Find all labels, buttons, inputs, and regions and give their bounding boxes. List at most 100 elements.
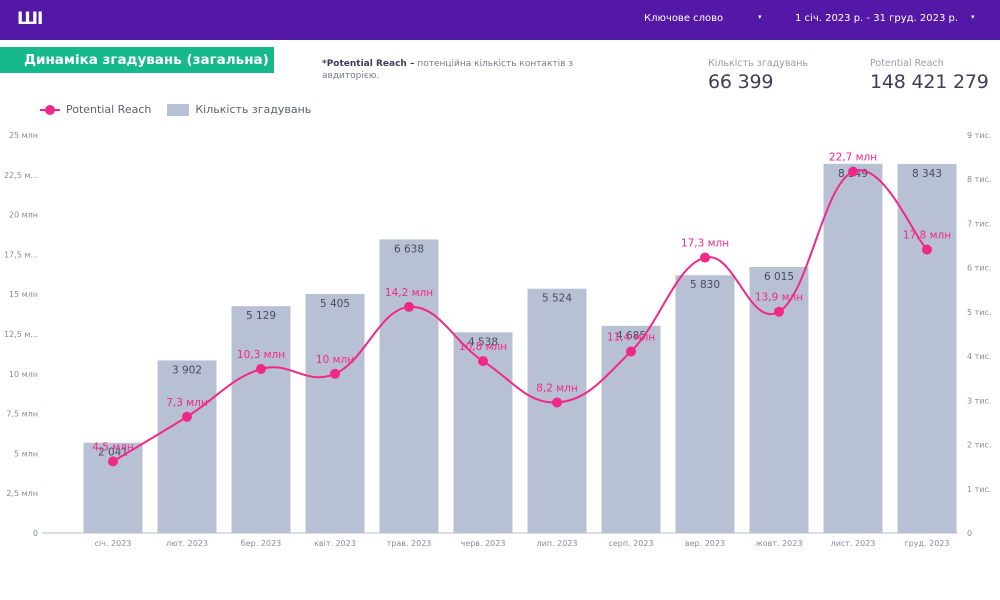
note-term: *Potential Reach –	[322, 59, 415, 69]
line-data-label: 11,4 млн	[607, 332, 655, 344]
line-data-label: 10,3 млн	[237, 349, 285, 361]
right-axis-tick-label: 0	[967, 529, 972, 538]
line-data-label: 17,8 млн	[903, 230, 951, 242]
note-text: потенційна кількість контактів з авдитор…	[322, 59, 574, 81]
x-axis-tick-label: бер. 2023	[241, 539, 281, 548]
bar-mentions	[305, 293, 365, 533]
date-range-label: 1 січ. 2023 р. - 31 груд. 2023 р.	[795, 13, 959, 24]
line-data-label: 22,7 млн	[829, 152, 877, 164]
x-axis-tick-label: квіт. 2023	[314, 539, 356, 548]
kpi-label: Кількість згадувань	[708, 58, 809, 69]
bar-mentions	[379, 239, 439, 534]
potential-reach-point	[478, 356, 488, 367]
line-data-label: 13,9 млн	[755, 292, 803, 304]
bar-data-label: 5 524	[542, 293, 572, 305]
line-marker-icon	[40, 104, 60, 115]
chevron-down-icon: ▾	[758, 13, 762, 21]
right-axis-tick-label: 9 тис.	[967, 131, 991, 140]
potential-reach-point	[774, 306, 784, 317]
keyword-dropdown-label: Ключове слово	[644, 13, 724, 24]
left-axis-tick-label: 15 млн	[9, 290, 38, 299]
potential-reach-point	[330, 368, 340, 379]
x-axis-tick-label: жовт. 2023	[756, 539, 803, 548]
x-axis-tick-label: трав. 2023	[387, 539, 432, 548]
line-data-label: 4,5 млн	[92, 441, 134, 453]
top-bar: ШІ Ключове слово ▾ 1 січ. 2023 р. - 31 г…	[0, 0, 1000, 40]
line-data-label: 17,3 млн	[681, 238, 729, 250]
potential-reach-point	[626, 346, 636, 357]
bar-mentions	[675, 275, 735, 533]
date-range-dropdown[interactable]: 1 січ. 2023 р. - 31 груд. 2023 р. ▾	[795, 13, 980, 24]
line-data-label: 14,2 млн	[385, 287, 433, 299]
line-data-label: 7,3 млн	[166, 397, 208, 409]
right-axis-tick-label: 1 тис.	[967, 485, 991, 494]
left-axis-tick-label: 7,5 млн	[6, 410, 38, 419]
right-axis-tick-label: 5 тис.	[967, 308, 991, 317]
potential-reach-point	[848, 166, 858, 177]
line-data-label: 10 млн	[316, 354, 354, 366]
right-axis-tick-label: 3 тис.	[967, 396, 991, 405]
left-axis-tick-label: 2,5 млн	[6, 489, 38, 498]
x-axis-tick-label: черв. 2023	[461, 539, 506, 548]
bar-data-label: 5 129	[246, 310, 276, 322]
x-axis-tick-label: груд. 2023	[905, 539, 950, 548]
left-axis-tick-label: 5 млн	[14, 449, 38, 458]
bar-data-label: 4 685	[616, 330, 646, 342]
bar-mentions	[231, 306, 291, 533]
bar-mentions	[527, 288, 587, 533]
x-axis-tick-label: серп. 2023	[608, 539, 653, 548]
left-axis-tick-label: 20 млн	[9, 211, 38, 220]
x-axis-tick-label: вер. 2023	[685, 539, 725, 548]
right-axis-tick-label: 8 тис.	[967, 175, 991, 184]
legend-item-potential-reach[interactable]: Potential Reach	[40, 103, 151, 116]
legend-label: Кількість згадувань	[195, 103, 312, 116]
kpi-label: Potential Reach	[870, 58, 944, 69]
left-axis-tick-label: 12,5 м...	[4, 330, 38, 339]
keyword-dropdown[interactable]: Ключове слово ▾	[644, 13, 766, 24]
line-data-label: 10,8 млн	[459, 341, 507, 353]
bar-mentions	[897, 164, 957, 533]
bar-data-label: 5 830	[690, 279, 720, 291]
left-axis-tick-label: 0	[33, 529, 38, 538]
left-axis-tick-label: 17,5 м...	[4, 250, 38, 259]
x-axis-tick-label: лют. 2023	[166, 539, 208, 548]
potential-reach-note: *Potential Reach – потенційна кількість …	[322, 58, 592, 82]
potential-reach-point	[404, 301, 414, 312]
kpi-potential-reach: Potential Reach 148 421 279	[870, 58, 989, 93]
logo: ШІ	[17, 9, 43, 29]
right-axis-tick-label: 2 тис.	[967, 441, 991, 450]
bar-mentions	[157, 360, 217, 533]
potential-reach-point	[256, 364, 266, 375]
chart-legend: Potential Reach Кількість згадувань	[40, 103, 327, 116]
potential-reach-point	[552, 397, 562, 408]
right-axis-tick-label: 7 тис.	[967, 219, 991, 228]
bar-data-label: 4 538	[468, 336, 498, 348]
bar-data-label: 3 902	[172, 364, 202, 376]
bar-mentions	[823, 163, 883, 533]
section-title: Динаміка згадувань (загальна)	[0, 47, 274, 73]
kpi-value: 66 399	[708, 71, 774, 93]
bar-data-label: 8 343	[912, 168, 942, 180]
kpi-mentions: Кількість згадувань 66 399	[708, 58, 808, 93]
line-data-label: 8,2 млн	[536, 382, 578, 394]
legend-label: Potential Reach	[66, 103, 152, 116]
potential-reach-point	[108, 456, 118, 467]
x-axis-tick-label: лист. 2023	[831, 539, 876, 548]
bar-swatch-icon	[167, 103, 190, 116]
bar-data-label: 6 638	[394, 243, 424, 255]
x-axis-tick-label: січ. 2023	[95, 539, 132, 548]
right-axis-tick-label: 4 тис.	[967, 352, 991, 361]
bar-data-label: 5 405	[320, 298, 350, 310]
legend-item-mentions[interactable]: Кількість згадувань	[167, 103, 311, 116]
right-axis-tick-label: 6 тис.	[967, 264, 991, 273]
bar-mentions	[601, 325, 661, 533]
x-axis-tick-label: лип. 2023	[537, 539, 578, 548]
potential-reach-point	[922, 244, 932, 255]
left-axis-tick-label: 22,5 м...	[4, 171, 38, 180]
potential-reach-point	[182, 411, 192, 422]
left-axis-tick-label: 10 млн	[9, 370, 38, 379]
bar-data-label: 6 015	[764, 271, 794, 283]
potential-reach-point	[700, 252, 710, 263]
left-axis-tick-label: 25 млн	[9, 131, 38, 140]
